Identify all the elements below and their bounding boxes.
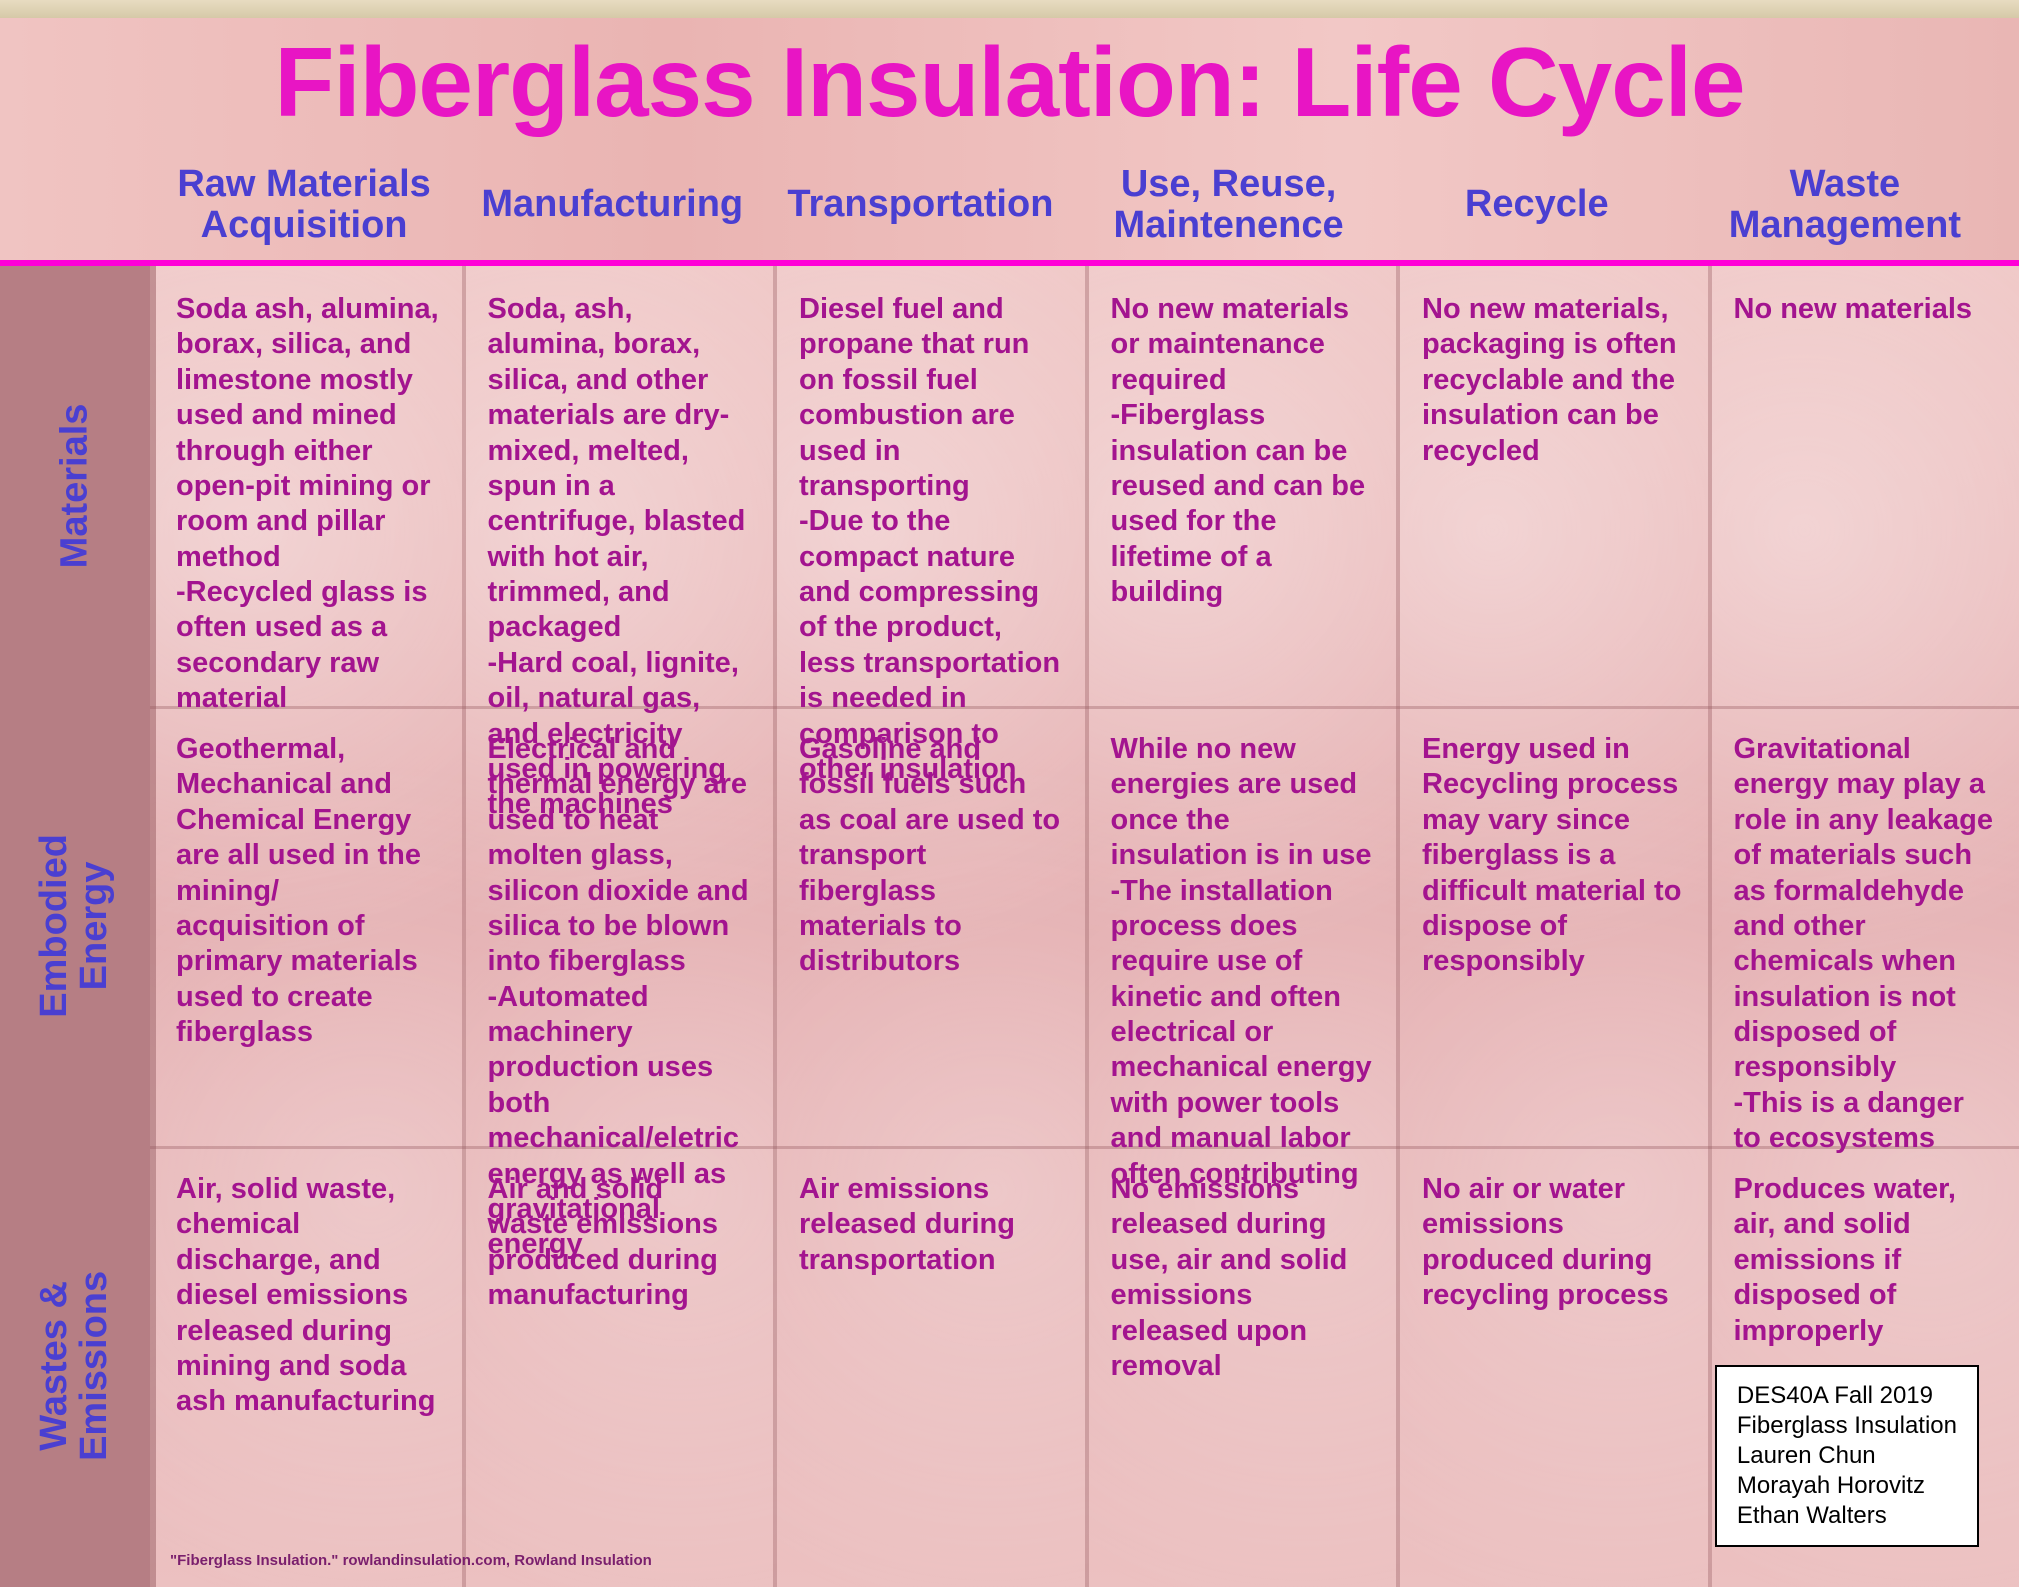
cell-materials-waste: No new materials: [1708, 266, 2019, 706]
cell-materials-manufacturing: Soda, ash, alumina, borax, silica, and o…: [462, 266, 774, 706]
row-labels: Materials Embodied Energy Wastes & Emiss…: [0, 266, 150, 1587]
column-header: Waste Management: [1691, 164, 1999, 246]
cell-wastes-manufacturing: Air and solid waste emissions produced d…: [462, 1146, 774, 1587]
cell-wastes-raw: Air, solid waste, chemical discharge, an…: [150, 1146, 462, 1587]
cell-energy-use: While no new energies are used once the …: [1085, 706, 1397, 1146]
row-label: Wastes & Emissions: [35, 1271, 115, 1461]
row-label: Materials: [55, 404, 95, 569]
column-headers: Raw Materials Acquisition Manufacturing …: [150, 150, 1999, 260]
cell-materials-recycle: No new materials, packaging is often rec…: [1396, 266, 1708, 706]
cell-energy-recycle: Energy used in Recycling process may var…: [1396, 706, 1708, 1146]
cell-wastes-transportation: Air emissions released during transporta…: [773, 1146, 1085, 1587]
source-note: "Fiberglass Insulation." rowlandinsulati…: [170, 1552, 652, 1569]
column-header: Raw Materials Acquisition: [150, 164, 458, 246]
credit-box: DES40A Fall 2019 Fiberglass Insulation L…: [1715, 1365, 1979, 1547]
column-header: Recycle: [1383, 184, 1691, 225]
cell-materials-raw: Soda ash, alumina, borax, silica, and li…: [150, 266, 462, 706]
cell-energy-transportation: Gasoline and fossil fuels such as coal a…: [773, 706, 1085, 1146]
cell-energy-manufacturing: Electrical and thermal energy are used t…: [462, 706, 774, 1146]
column-header: Use, Reuse, Maintenence: [1074, 164, 1382, 246]
column-header: Manufacturing: [458, 184, 766, 225]
page-title: Fiberglass Insulation: Life Cycle: [0, 26, 2019, 139]
cell-wastes-use: No emissions released during use, air an…: [1085, 1146, 1397, 1587]
page: Fiberglass Insulation: Life Cycle Raw Ma…: [0, 0, 2019, 1587]
cell-energy-waste: Gravitational energy may play a role in …: [1708, 706, 2019, 1146]
row-label: Embodied Energy: [35, 834, 115, 1018]
column-header: Transportation: [766, 184, 1074, 225]
cell-materials-use: No new materials or maintenance required…: [1085, 266, 1397, 706]
cell-wastes-recycle: No air or water emissions produced durin…: [1396, 1146, 1708, 1587]
top-wood-strip: [0, 0, 2019, 18]
cell-materials-transportation: Diesel fuel and propane that run on foss…: [773, 266, 1085, 706]
cell-energy-raw: Geothermal, Mechanical and Chemical Ener…: [150, 706, 462, 1146]
